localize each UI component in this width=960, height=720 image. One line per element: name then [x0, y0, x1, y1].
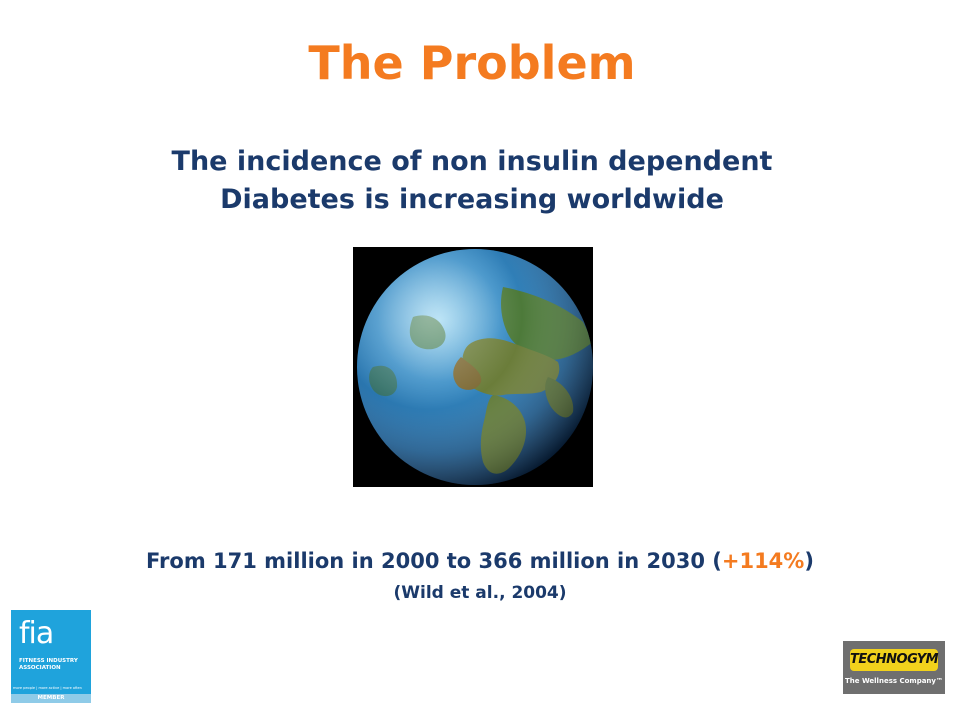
technogym-logo: TECHNOGYM The Wellness Company™: [843, 641, 945, 694]
subtitle-line-1: The incidence of non insulin dependent: [171, 146, 773, 177]
statistic-text: From 171 million in 2000 to 366 million …: [40, 549, 920, 573]
fia-member-label: MEMBER: [11, 694, 91, 703]
statistic-suffix: ): [804, 549, 814, 573]
statistic-prefix: From 171 million in 2000 to 366 million …: [146, 549, 722, 573]
fia-mark: fia: [19, 616, 54, 651]
fia-name: FITNESS INDUSTRY ASSOCIATION: [19, 658, 78, 671]
statistic-percent: +114%: [721, 549, 805, 573]
fia-member-logo: fia FITNESS INDUSTRY ASSOCIATION more pe…: [11, 610, 91, 703]
subtitle-line-2: Diabetes is increasing worldwide: [220, 184, 724, 215]
citation: (Wild et al., 2004): [393, 583, 567, 603]
technogym-tagline: The Wellness Company™: [845, 677, 943, 685]
slide-subtitle: The incidence of non insulin dependent D…: [60, 143, 884, 219]
technogym-wordmark: TECHNOGYM: [850, 649, 939, 671]
fia-tagline: more people | more active | more often: [13, 686, 82, 690]
globe-icon: [357, 249, 593, 485]
earth-globe-image: [353, 247, 593, 487]
slide-title: The Problem: [308, 36, 636, 90]
